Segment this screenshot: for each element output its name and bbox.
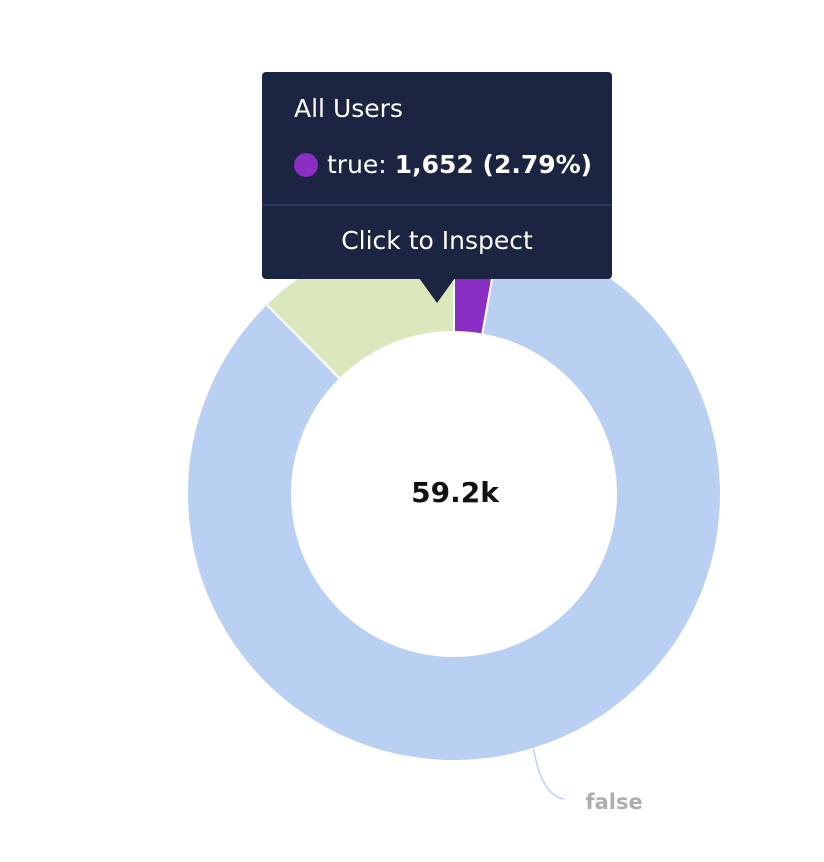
center-total-label: 59.2k <box>411 476 500 509</box>
tooltip: All Users true: 1,652 (2.79%) Click to I… <box>262 72 612 279</box>
donut-slice-false[interactable] <box>186 229 722 762</box>
slice-leader-line <box>532 748 564 800</box>
tooltip-series-row: true: 1,652 (2.79%) <box>294 150 592 179</box>
series-color-dot-icon <box>294 152 318 177</box>
tooltip-series-label: true: <box>327 150 387 179</box>
slice-label-false: false <box>586 790 643 814</box>
tooltip-pointer <box>419 278 455 303</box>
tooltip-title: All Users <box>294 94 403 123</box>
inspect-button[interactable]: Click to Inspect <box>341 226 533 255</box>
tooltip-divider <box>262 204 612 206</box>
tooltip-series-value: 1,652 (2.79%) <box>394 150 593 179</box>
